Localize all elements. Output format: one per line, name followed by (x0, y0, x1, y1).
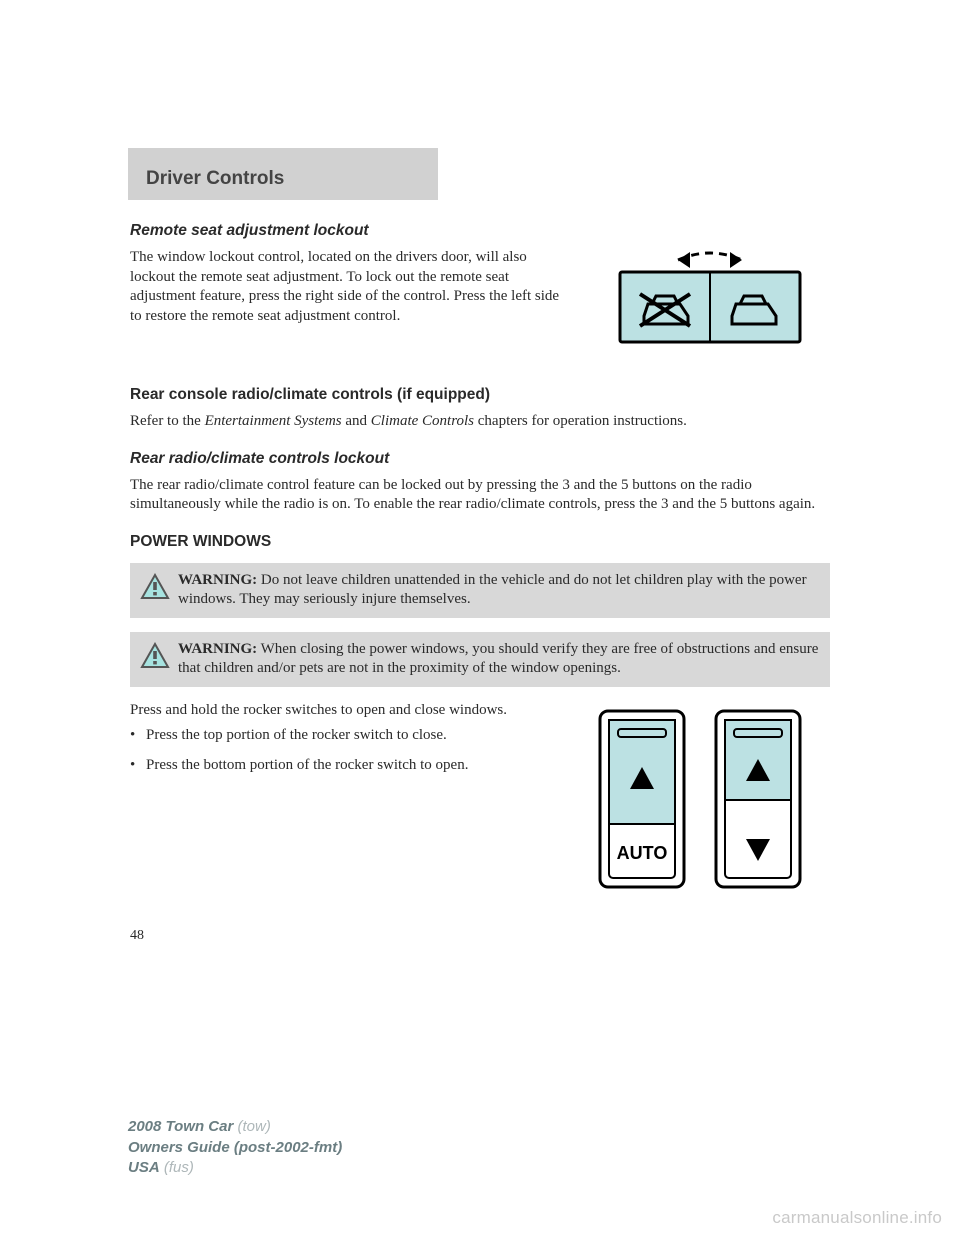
footer-region: USA (128, 1159, 160, 1176)
lockout-switch-icon (590, 248, 830, 363)
body-remote-seat: The window lockout control, located on t… (130, 248, 570, 368)
footer-line-2: Owners Guide (post-2002-fmt) (128, 1138, 342, 1158)
figure-lockout-switch (590, 248, 830, 368)
row-window-switches: Press and hold the rocker switches to op… (130, 701, 830, 906)
warning-text: Do not leave children unattended in the … (178, 572, 807, 608)
list-item: Press the bottom portion of the rocker s… (130, 756, 550, 776)
text-fragment: Refer to the (130, 413, 205, 429)
footer-region-code: (fus) (164, 1159, 194, 1176)
figure-window-switches: AUTO (570, 701, 830, 906)
warning-label: WARNING: (178, 641, 257, 657)
page-content: Driver Controls Remote seat adjustment l… (0, 0, 960, 944)
warning-icon (140, 642, 170, 670)
warning-icon (140, 573, 170, 601)
footer-line-3: USA (fus) (128, 1158, 342, 1178)
text-em: Climate Controls (371, 413, 474, 429)
row-remote-seat: The window lockout control, located on t… (130, 248, 830, 368)
footer-model-code: (tow) (238, 1118, 271, 1135)
bullet-list: Press the top portion of the rocker swit… (130, 726, 550, 775)
body-switch-intro: Press and hold the rocker switches to op… (130, 701, 550, 721)
warning-box-2: WARNING: When closing the power windows,… (130, 632, 830, 687)
watermark: carmanualsonline.info (772, 1208, 942, 1228)
warning-label: WARNING: (178, 572, 257, 588)
warning-text: When closing the power windows, you shou… (178, 641, 818, 677)
warning-box-1: WARNING: Do not leave children unattende… (130, 563, 830, 618)
window-switch-icon: AUTO (570, 701, 830, 901)
heading-rear-lockout: Rear radio/climate controls lockout (130, 450, 830, 468)
footer: 2008 Town Car (tow) Owners Guide (post-2… (128, 1117, 342, 1178)
footer-model: 2008 Town Car (128, 1118, 233, 1135)
text-fragment: and (342, 413, 371, 429)
footer-line-1: 2008 Town Car (tow) (128, 1117, 342, 1137)
chapter-header: Driver Controls (128, 148, 438, 200)
heading-rear-console: Rear console radio/climate controls (if … (130, 386, 830, 404)
page-number: 48 (130, 928, 830, 944)
text-em: Entertainment Systems (205, 413, 342, 429)
chapter-title: Driver Controls (146, 168, 420, 190)
body-rear-console: Refer to the Entertainment Systems and C… (130, 412, 830, 432)
body-rear-lockout: The rear radio/climate control feature c… (130, 476, 830, 515)
heading-power-windows: POWER WINDOWS (130, 533, 830, 551)
window-switches-text: Press and hold the rocker switches to op… (130, 701, 550, 906)
switch-auto-label: AUTO (617, 843, 668, 863)
text-fragment: chapters for operation instructions. (474, 413, 687, 429)
list-item: Press the top portion of the rocker swit… (130, 726, 550, 746)
heading-remote-seat-lockout: Remote seat adjustment lockout (130, 222, 830, 240)
